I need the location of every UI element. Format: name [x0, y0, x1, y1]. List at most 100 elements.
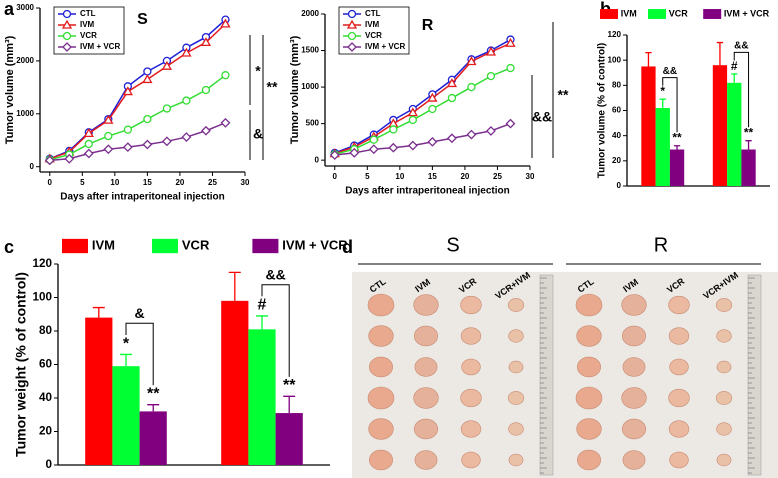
marker [467, 82, 476, 92]
y-axis-label: Tumor volume (mm³) [289, 35, 301, 144]
legend-frame [338, 6, 410, 55]
marker [427, 136, 438, 147]
marker [446, 78, 458, 88]
legend-label: VCR [365, 31, 382, 40]
bar [712, 65, 728, 186]
marker [407, 107, 418, 117]
tumor [575, 386, 603, 410]
tumor [413, 294, 439, 316]
significance-mark: * [660, 84, 665, 98]
series-line [334, 122, 511, 156]
series-line [334, 38, 511, 154]
tumor [367, 293, 395, 317]
group-label: R [654, 234, 668, 256]
error-bar [731, 73, 738, 83]
marker [506, 63, 515, 73]
tumor [575, 293, 603, 317]
tumor [507, 298, 525, 312]
marker [61, 19, 73, 29]
significance-label: && [532, 109, 552, 125]
tumor [622, 450, 646, 470]
series-line [49, 19, 226, 160]
series-line [49, 74, 226, 161]
bar [669, 149, 685, 186]
error-bar [745, 140, 752, 150]
marker [142, 139, 153, 150]
x-tick-label: 10 [395, 172, 404, 181]
significance-label: * [255, 63, 261, 79]
marker [181, 47, 192, 57]
y-tick-label: 0 [616, 181, 621, 190]
y-tick-label: 120 [607, 30, 621, 39]
y-tick-label: 0 [45, 458, 52, 471]
tumor [508, 360, 524, 374]
bar [139, 411, 167, 465]
series-line [334, 67, 511, 156]
ruler [747, 274, 762, 476]
tumor [413, 387, 439, 409]
y-tick-label: 1000 [301, 82, 319, 91]
y-tick-label: 40 [39, 391, 53, 404]
tumor [508, 329, 524, 343]
significance-label: ** [267, 79, 278, 95]
marker [368, 144, 379, 155]
tumor [621, 294, 647, 316]
bar [727, 82, 742, 186]
tumor [413, 325, 439, 347]
y-tick-label: 80 [612, 80, 622, 89]
significance-label: ** [558, 87, 569, 103]
legend-swatch [600, 9, 618, 19]
marker [143, 67, 152, 76]
legend-label: IVM + VCR [724, 8, 770, 18]
marker [388, 142, 399, 153]
marker [162, 104, 172, 113]
y-tick-label: 1500 [301, 46, 319, 55]
tumor [716, 360, 732, 374]
significance-label: && [663, 66, 677, 77]
tumor [576, 449, 601, 471]
tumor [368, 356, 393, 378]
panel-label: c [4, 237, 14, 257]
y-tick-label: 1000 [16, 109, 34, 118]
marker [347, 9, 357, 19]
tumor [576, 418, 602, 440]
panel-label: d [342, 237, 353, 257]
x-tick-label: 20 [460, 172, 469, 181]
tumor [461, 358, 481, 376]
y-tick-label: 100 [607, 55, 621, 64]
significance-bracket [125, 322, 154, 386]
x-tick-label: 0 [48, 178, 53, 187]
legend-label: VCR [80, 31, 97, 40]
tumor [508, 453, 524, 467]
x-tick-label: 10 [110, 178, 119, 187]
ruler [539, 274, 554, 476]
significance-mark: ** [283, 377, 296, 394]
significance-label: && [265, 266, 285, 282]
legend-label: VCR [182, 237, 210, 252]
series-line [334, 42, 511, 155]
y-tick-label: 2000 [16, 56, 34, 65]
legend-swatch [648, 9, 666, 19]
tumor [460, 327, 482, 345]
bar [221, 300, 249, 465]
y-axis-label: Tumor volume (% of control) [596, 43, 607, 178]
marker [505, 118, 516, 129]
legend-swatch [62, 238, 88, 254]
x-tick-label: 20 [175, 178, 184, 187]
marker [122, 142, 133, 153]
x-axis-label: Days after intraperitoneal injection [60, 192, 225, 203]
error-bar [147, 404, 160, 412]
tumor [621, 325, 647, 347]
tumor [668, 295, 690, 315]
marker [181, 132, 192, 143]
y-tick-label: 100 [32, 291, 52, 304]
marker [447, 93, 457, 103]
marker [408, 115, 418, 125]
marker [407, 140, 418, 151]
tumor [715, 391, 733, 405]
tumor [368, 418, 394, 440]
bar [641, 66, 656, 186]
significance-mark: # [731, 59, 738, 73]
x-tick-label: 30 [241, 178, 250, 187]
y-axis-label: Tumor volume (mm³) [4, 35, 16, 144]
